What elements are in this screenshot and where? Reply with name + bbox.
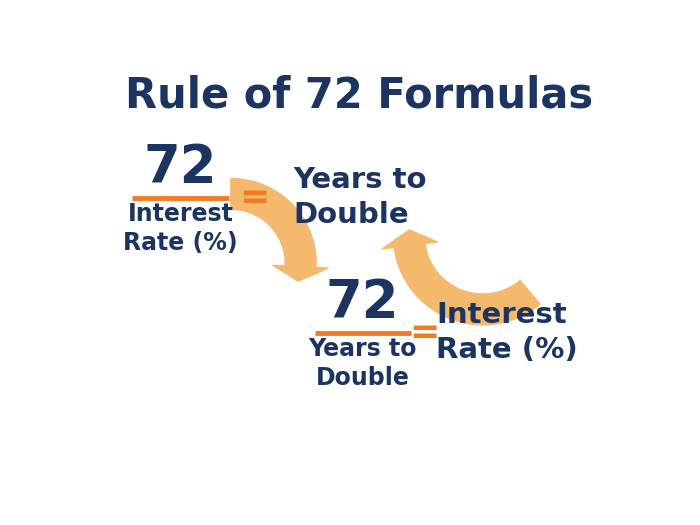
Polygon shape [231,178,316,267]
Text: =: = [239,181,270,215]
Text: 72: 72 [326,277,400,329]
Text: Interest
Rate (%): Interest Rate (%) [123,202,238,255]
Polygon shape [273,265,328,281]
Text: Years to
Double: Years to Double [293,166,426,229]
Text: 72: 72 [144,142,217,194]
Text: Years to
Double: Years to Double [309,337,417,390]
Polygon shape [382,230,438,249]
Text: Rule of 72 Formulas: Rule of 72 Formulas [125,75,593,117]
Text: Interest
Rate (%): Interest Rate (%) [436,301,578,364]
Polygon shape [394,244,540,325]
Text: =: = [410,316,440,350]
